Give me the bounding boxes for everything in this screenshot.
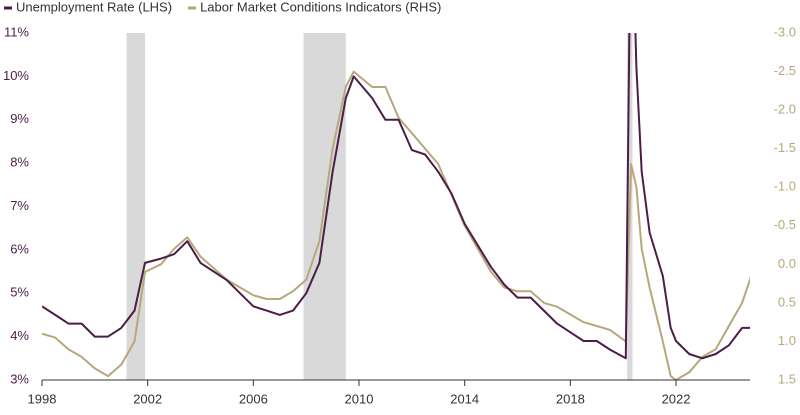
series-line [42, 33, 750, 360]
y2-tick-label: -0.5 [774, 217, 796, 232]
x-tick-label: 2018 [556, 391, 585, 406]
y2-tick-label: -2.5 [774, 63, 796, 78]
y2-tick-label: -3.0 [774, 24, 796, 39]
y-tick-label: 5% [10, 285, 29, 300]
y-tick-label: 4% [10, 328, 29, 343]
y2-tick-label: -1.0 [774, 179, 796, 194]
legend-label: Labor Market Conditions Indicators (RHS) [200, 0, 441, 14]
y2-tick-label: -1.5 [774, 140, 796, 155]
y2-tick-label: 1.0 [778, 333, 796, 348]
recession-band [126, 33, 146, 380]
y-tick-label: 10% [3, 68, 29, 83]
recession-layer [126, 33, 633, 380]
y2-tick-label: -2.0 [774, 102, 796, 117]
y-tick-label: 11% [4, 24, 29, 39]
y2-tick-label: 0.5 [778, 294, 796, 309]
y-tick-label: 7% [10, 198, 29, 213]
x-tick-label: 2006 [239, 391, 268, 406]
y2-tick-label: 0.0 [778, 256, 796, 271]
y-tick-label: 3% [10, 371, 29, 386]
x-tick-label: 2010 [345, 391, 374, 406]
x-tick-label: 2014 [450, 391, 479, 406]
y-tick-label: 8% [10, 155, 29, 170]
series-line [42, 70, 750, 380]
y2-tick-label: 1.5 [778, 371, 796, 386]
x-tick-label: 2002 [133, 391, 162, 406]
line-layer [42, 33, 750, 380]
y-tick-label: 6% [10, 241, 29, 256]
x-tick-label: 1998 [28, 391, 57, 406]
legend-label: Unemployment Rate (LHS) [16, 0, 172, 14]
y-tick-label: 9% [10, 111, 29, 126]
x-tick-label: 2022 [662, 391, 691, 406]
